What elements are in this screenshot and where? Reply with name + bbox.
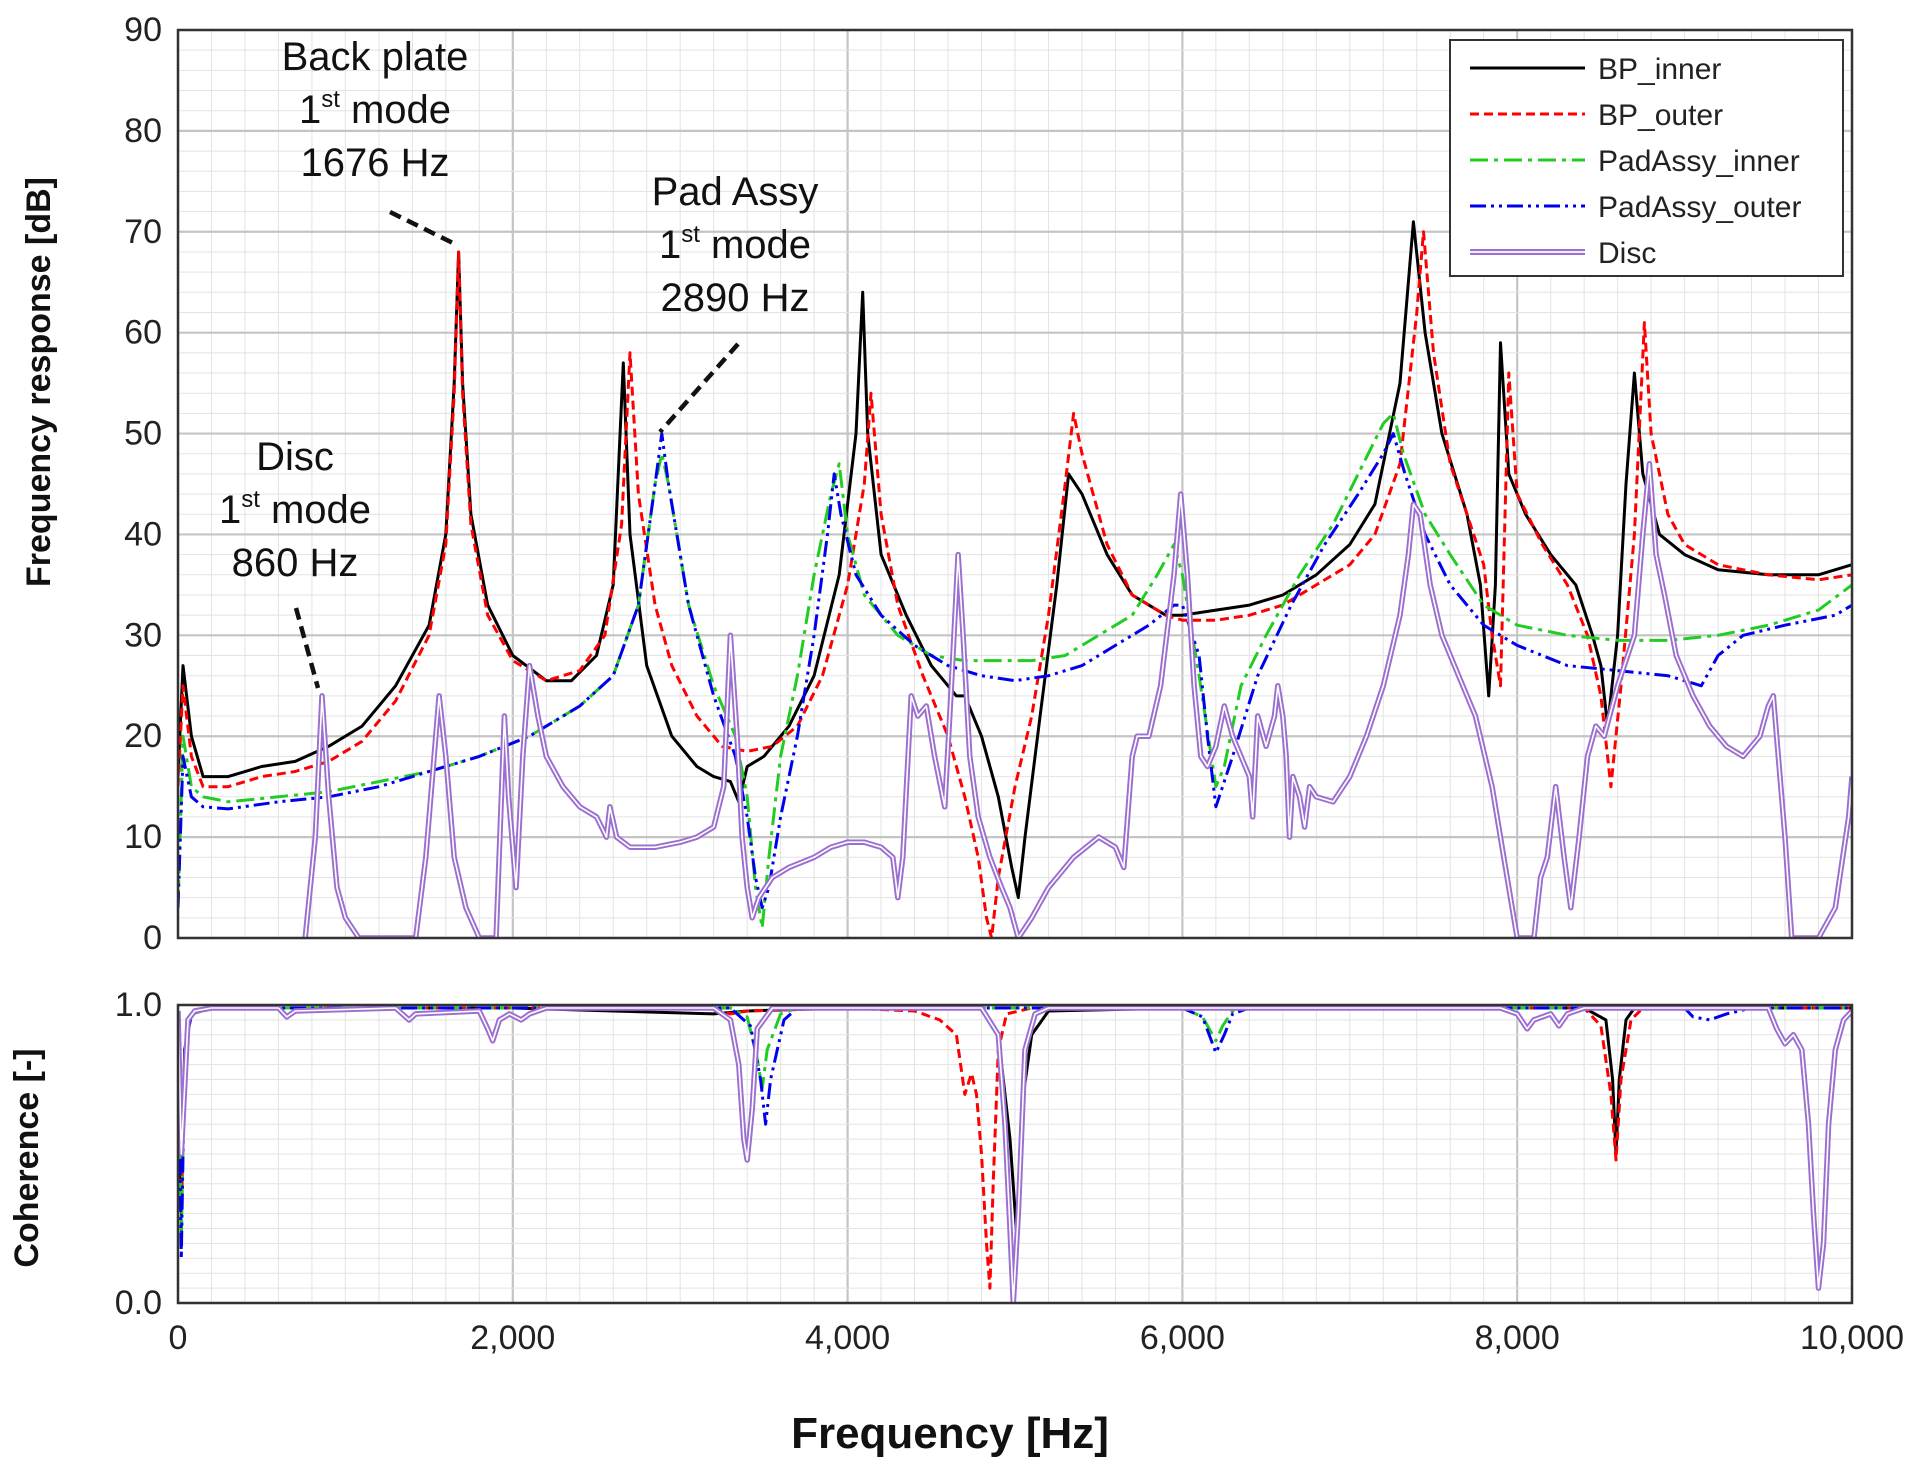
fr-ytick-label: 70: [124, 213, 162, 251]
fr-ytick-label: 0: [143, 919, 162, 957]
annotation-padassy-line: 1st mode: [659, 221, 811, 267]
annotation-backplate-line: 1676 Hz: [301, 141, 450, 185]
annotation-padassy-leader: [658, 342, 740, 434]
annotation-disc-line: 1st mode: [219, 486, 371, 532]
coherence-y-title: Coherence [-]: [8, 1048, 46, 1267]
legend-box: [1449, 39, 1844, 277]
fr-series-bp-outer: [178, 230, 1852, 938]
annotation-backplate-line: 1st mode: [299, 86, 451, 132]
annotation-disc-line: 860 Hz: [232, 541, 359, 585]
frequency-response-y-title: Frequency response [dB]: [20, 177, 58, 587]
frequency-response-panel: 0 10 20 30 40 50 60 70 80 90: [124, 11, 1854, 957]
annotation-backplate-leader: [389, 209, 456, 247]
fr-series-group: [178, 220, 1852, 938]
legend-bp-outer-label: BP_outer: [1598, 99, 1723, 132]
axis-titles: Frequency response [dB] Coherence [-] Fr…: [8, 177, 1109, 1458]
fr-plot-frame: [176, 28, 1854, 940]
coh-plot-frame: [176, 1003, 1854, 1305]
legend-padassy-outer-label: PadAssy_outer: [1598, 191, 1801, 224]
x-tick-label: 4,000: [805, 1319, 890, 1357]
fr-ytick-label: 60: [124, 314, 162, 352]
coh-series-disc-inner: [178, 1007, 1852, 1303]
fr-series-padassy-inner: [178, 411, 1852, 930]
fr-series-padassy-outer: [178, 432, 1852, 910]
x-tick-label: 6,000: [1140, 1319, 1225, 1357]
x-tick-label: 8,000: [1475, 1319, 1560, 1357]
legend-padassy-inner-label: PadAssy_inner: [1598, 145, 1800, 178]
x-tick-label: 0: [169, 1319, 188, 1357]
legend-bp-inner-label: BP_inner: [1598, 53, 1721, 86]
fr-ytick-label: 10: [124, 818, 162, 856]
frequency-x-title: Frequency [Hz]: [791, 1409, 1109, 1458]
annotation-padassy-line: Pad Assy: [652, 170, 819, 214]
legend-disc-label: Disc: [1598, 237, 1656, 270]
coh-ytick-label: 1.0: [115, 986, 162, 1024]
coh-series-group: [178, 1005, 1852, 1303]
x-tick-label: 2,000: [470, 1319, 555, 1357]
legend: BP_inner BP_outer PadAssy_inner PadAssy_out…: [1449, 39, 1844, 277]
annotation-disc-leader: [293, 607, 321, 689]
coh-ytick-label: 0.0: [115, 1284, 162, 1322]
fr-ytick-label: 40: [124, 515, 162, 553]
coh-series-padassy-inner: [178, 1006, 1852, 1245]
fr-ytick-label: 30: [124, 616, 162, 654]
fr-ytick-label: 20: [124, 717, 162, 755]
fr-ytick-label: 90: [124, 11, 162, 49]
mode-annotations: Back plate 1st mode 1676 Hz Pad Assy 1st mod…: [219, 35, 819, 689]
annotation-backplate-line: Back plate: [282, 35, 469, 79]
fr-ytick-label: 50: [124, 415, 162, 453]
annotation-padassy-line: 2890 Hz: [661, 276, 810, 320]
fr-series-disc-inner: [304, 463, 1852, 938]
annotation-disc-line: Disc: [256, 435, 334, 479]
x-tick-label: 10,000: [1800, 1319, 1904, 1357]
fr-ytick-label: 80: [124, 112, 162, 150]
coherence-panel: 0.0 1.0 0 2,000 4,000 6,000 8,000 10,000: [115, 986, 1904, 1357]
